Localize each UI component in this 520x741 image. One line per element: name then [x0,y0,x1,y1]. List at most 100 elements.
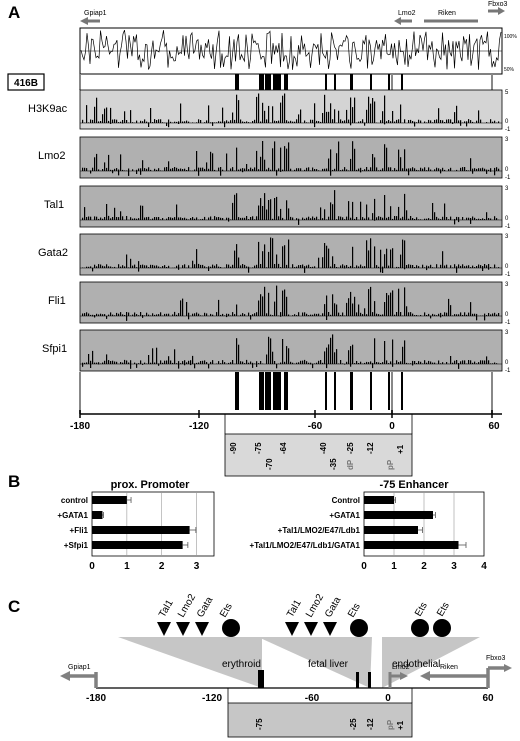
signal-bar [96,266,98,268]
signal-bar [104,266,106,268]
signal-bar [486,122,488,123]
signal-bar [108,314,110,316]
signal-bar [158,314,160,316]
signal-bar [248,362,250,364]
signal-bar [330,314,332,316]
signal-bar [282,217,284,220]
signal-bar [150,264,152,268]
signal-bar-neg [350,364,352,367]
el-label-dp: dP [346,459,355,470]
signal-bar [262,363,264,364]
signal-bar-neg [82,364,84,367]
signal-bar [198,313,200,316]
signal-bar [196,217,198,220]
signal-bar [396,216,398,220]
signal-bar [234,314,236,316]
signal-bar [202,264,204,268]
signal-bar [416,265,418,268]
signal-bar [412,265,414,268]
signal-bar [178,264,180,268]
signal-bar [266,267,268,268]
signal-bar [164,265,166,268]
signal-bar [332,334,334,364]
signal-bar [310,314,312,316]
signal-bar [254,363,256,364]
signal-bar [388,363,390,364]
signal-bar [188,312,190,316]
signal-bar [196,249,198,268]
signal-bar [344,167,346,171]
signal-bar [368,169,370,171]
signal-bar [406,265,408,268]
signal-bar [384,95,386,123]
signal-bar [142,121,144,123]
signal-bar [168,217,170,220]
signal-bar [482,360,484,364]
signal-bar [348,350,350,364]
signal-bar [140,312,142,316]
signal-bar [366,109,368,123]
signal-bar-neg [140,171,142,175]
signal-bar [284,289,286,316]
signal-bar-neg [248,268,250,273]
signal-bar [246,121,248,123]
signal-bar [244,314,246,316]
signal-bar [268,200,270,220]
signal-bar [86,168,88,171]
signal-bar [378,266,380,268]
track-lmo2-tick-zero: 0 [505,167,509,173]
signal-bar [114,315,116,316]
signal-bar [192,217,194,220]
signal-bar [124,111,126,123]
signal-bar [192,260,194,268]
signal-bar [292,121,294,123]
signal-bar [178,217,180,220]
signal-bar [414,267,416,268]
signal-bar [438,108,440,123]
signal-bar [102,218,104,220]
signal-bar [284,245,286,268]
signal-bar [248,266,250,268]
signal-bar [322,313,324,316]
signal-bar [360,121,362,123]
signal-bar [272,148,274,171]
signal-bar [178,121,180,123]
signal-bar [162,218,164,220]
motif-ets-4: Ets [435,600,452,618]
signal-bar [390,361,392,364]
chart-m75-enhancer: -75 Enhancer 0 1 2 3 4 Control +GATA1 +Tal1/LMO… [250,479,488,572]
signal-bar-neg [142,364,144,365]
signal-bar [408,312,410,316]
signal-bar [310,362,312,364]
b-right-bar-1 [364,511,433,519]
signal-bar [408,264,410,268]
signal-bar [466,121,468,123]
signal-bar [274,301,276,316]
signal-bar [418,361,420,364]
signal-bar [86,105,88,123]
signal-bar [492,363,494,364]
signal-bar [370,167,372,171]
signal-bar [250,217,252,220]
signal-bar [462,315,464,316]
signal-bar [100,363,102,364]
signal-bar [112,267,114,268]
signal-bar-neg [168,123,170,128]
signal-bar [104,217,106,220]
signal-bar-neg [460,123,462,126]
signal-bar [298,218,300,220]
signal-bar-neg [344,364,346,365]
signal-bar [236,304,238,316]
signal-bar [88,216,90,220]
signal-bar [430,120,432,123]
signal-bar [342,120,344,123]
panel-b-letter: B [8,472,20,491]
signal-bar [354,267,356,268]
signal-bar [434,169,436,171]
signal-bar [90,119,92,123]
signal-bar [140,168,142,171]
signal-bar [442,362,444,364]
signal-bar [448,298,450,316]
signal-bar [204,122,206,123]
signal-bar [198,119,200,123]
